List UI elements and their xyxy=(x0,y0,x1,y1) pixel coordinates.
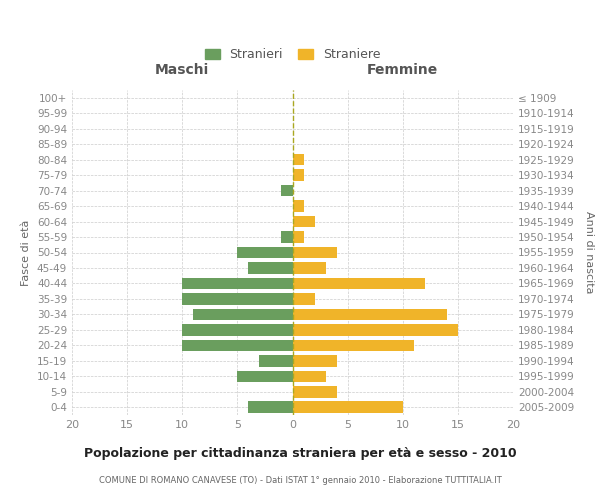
Bar xyxy=(259,355,293,366)
Bar xyxy=(281,185,293,196)
Bar xyxy=(293,170,304,181)
Bar xyxy=(293,262,326,274)
Text: Femmine: Femmine xyxy=(367,63,439,77)
Bar xyxy=(293,324,458,336)
Bar xyxy=(293,278,425,289)
Bar xyxy=(182,340,293,351)
Bar xyxy=(293,386,337,398)
Bar xyxy=(293,293,314,304)
Y-axis label: Fasce di età: Fasce di età xyxy=(22,220,31,286)
Bar xyxy=(182,293,293,304)
Bar xyxy=(248,262,293,274)
Legend: Stranieri, Straniere: Stranieri, Straniere xyxy=(201,44,384,64)
Bar xyxy=(293,340,414,351)
Bar xyxy=(293,355,337,366)
Text: Popolazione per cittadinanza straniera per età e sesso - 2010: Popolazione per cittadinanza straniera p… xyxy=(83,448,517,460)
Bar xyxy=(193,308,293,320)
Bar xyxy=(293,246,337,258)
Bar xyxy=(293,216,314,228)
Bar xyxy=(293,308,447,320)
Bar xyxy=(293,231,304,243)
Text: Maschi: Maschi xyxy=(155,63,209,77)
Bar xyxy=(182,278,293,289)
Bar xyxy=(281,231,293,243)
Bar xyxy=(293,402,403,413)
Bar xyxy=(182,324,293,336)
Bar xyxy=(238,370,293,382)
Bar xyxy=(248,402,293,413)
Bar xyxy=(293,154,304,166)
Bar xyxy=(293,370,326,382)
Bar xyxy=(238,246,293,258)
Y-axis label: Anni di nascita: Anni di nascita xyxy=(584,211,594,294)
Text: COMUNE DI ROMANO CANAVESE (TO) - Dati ISTAT 1° gennaio 2010 - Elaborazione TUTTI: COMUNE DI ROMANO CANAVESE (TO) - Dati IS… xyxy=(98,476,502,485)
Bar xyxy=(293,200,304,212)
